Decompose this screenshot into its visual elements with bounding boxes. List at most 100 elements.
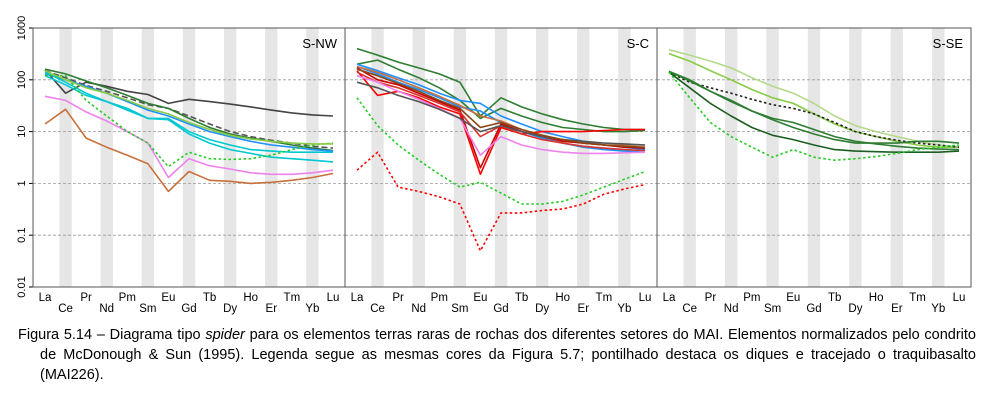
x-tick-label: Pm [119,292,136,304]
caption-label: Figura 5.14 [18,327,93,343]
panel-frame [656,27,972,288]
y-tick-label: 1000 [16,16,28,40]
x-tick-label: Tb [203,292,216,304]
y-tick-label: 1 [16,180,28,186]
x-tick-label: Ce [58,303,73,315]
series-line [356,47,645,131]
x-tick-label: Lu [953,292,966,304]
x-tick-label: La [351,292,364,304]
element-band [932,28,945,287]
series-line [44,95,334,179]
panel-label: S-C [627,36,649,51]
x-tick-label: Ho [243,292,258,304]
x-tick-label: Yb [305,303,319,315]
x-tick-label: Er [891,303,903,315]
element-band [182,28,196,287]
x-tick-label: Dy [848,303,862,315]
element-band [306,28,319,287]
x-tick-label: Ce [370,303,385,315]
caption-spider: spider [205,327,245,343]
x-tick-label: Er [578,303,590,315]
x-tick-label: Pm [743,292,760,304]
x-tick-label: Nd [99,303,114,315]
ree-spider-diagram: 0.010.11101001000S-NWLaCePrNdPmSmEuGdTbD… [16,16,972,315]
series-line [356,74,646,156]
x-tick-label: Gd [806,303,821,315]
x-tick-label: Nd [411,303,426,315]
series-line [668,70,960,144]
element-band [724,28,738,287]
x-tick-label: Sm [451,303,468,315]
element-band [618,28,631,287]
series-line [356,97,646,205]
x-tick-label: Eu [786,292,800,304]
series-line [44,69,333,145]
element-band [100,28,113,287]
element-band [223,28,237,287]
element-band [59,28,72,287]
x-tick-label: Yb [931,303,945,315]
caption-text-a: – Diagrama tipo [92,327,206,343]
x-tick-label: La [663,292,676,304]
x-tick-label: Dy [223,303,237,315]
x-tick-label: Sm [764,303,781,315]
element-band [890,28,904,287]
x-tick-label: Gd [493,303,508,315]
x-tick-label: Ce [682,303,697,315]
x-tick-label: Ho [555,292,570,304]
element-band [453,28,467,287]
series-line [668,49,960,148]
x-tick-label: Pr [80,292,92,304]
series-line [356,81,646,146]
element-band [849,28,862,287]
series-line [44,108,334,193]
x-tick-label: Tb [828,292,841,304]
series-line [356,151,646,252]
series-line [44,68,334,152]
x-tick-label: Lu [327,292,340,304]
panel-s-se: S-SE La Ce Pr Nd Pm Sm Eu Gd Tb Dy Ho Er Tm Yb Lu [656,27,972,315]
series-line [668,71,960,161]
element-band [141,28,155,287]
panel-label: S-SE [933,36,964,51]
x-tick-label: Lu [639,292,652,304]
figure-caption: Figura 5.14 – Diagrama tipo spider para … [18,325,976,385]
x-tick-label: Tm [909,292,926,304]
x-tick-label: Dy [535,303,549,315]
y-tick-label: 100 [16,71,28,89]
y-tick-label: 10 [16,125,28,137]
series-line [668,71,960,153]
x-tick-label: Tm [596,292,613,304]
x-tick-label: Sm [139,303,156,315]
series-line [44,73,334,152]
x-tick-label: Nd [724,303,739,315]
x-tick-label: La [39,292,52,304]
series-line [45,74,334,168]
x-tick-label: Pr [705,292,717,304]
y-tick-label: 0.01 [16,276,28,297]
caption-text-b: para os elementos terras raras de rochas… [40,327,977,383]
panel-label: S-NW [302,36,337,51]
x-tick-label: Eu [161,292,175,304]
x-tick-label: Eu [473,292,487,304]
x-tick-label: Pr [392,292,404,304]
x-tick-label: Er [266,303,278,315]
element-band [577,28,590,287]
series-line [44,69,334,149]
x-tick-label: Ho [869,292,884,304]
series-line [668,71,960,148]
x-tick-label: Tm [284,292,301,304]
element-band [535,28,549,287]
element-band [683,28,696,287]
y-tick-label: 0.1 [16,228,28,243]
x-tick-label: Yb [617,303,631,315]
element-band [371,28,384,287]
x-tick-label: Pm [431,292,448,304]
x-tick-label: Gd [181,303,196,315]
x-tick-label: Tb [515,292,528,304]
element-band [494,28,508,287]
series-line [44,71,334,163]
series-line [356,68,646,148]
